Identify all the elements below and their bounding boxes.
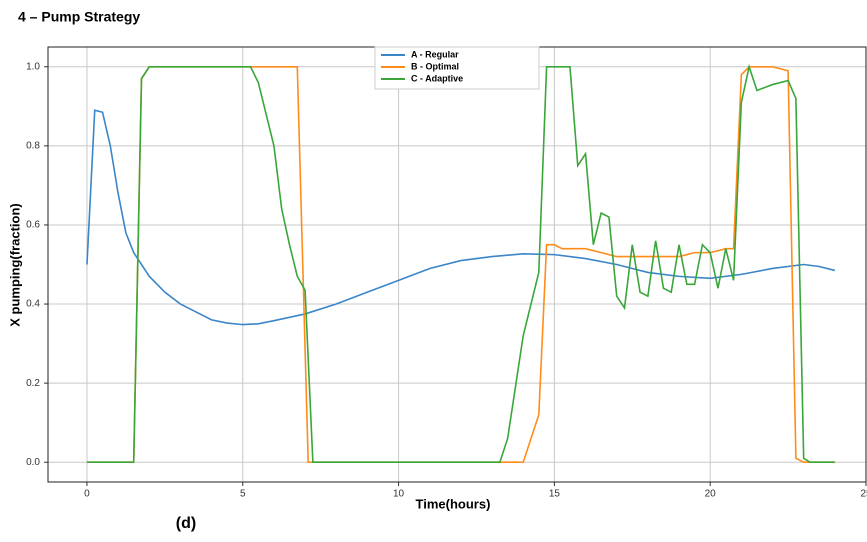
y-tick-label: 0.8 <box>26 141 40 152</box>
legend-label: A - Regular <box>411 49 459 59</box>
series-line <box>86 109 836 326</box>
x-tick-label: 10 <box>393 489 405 500</box>
caption: (d) <box>176 515 196 532</box>
chart-title: 4 – Pump Strategy <box>18 9 140 25</box>
x-tick-label: 5 <box>240 489 246 500</box>
x-tick-label: 25 <box>860 489 867 500</box>
y-tick-label: 1.0 <box>26 61 40 72</box>
legend-label: B - Optimal <box>411 61 459 71</box>
x-tick-label: 15 <box>549 489 561 500</box>
legend-label: C - Adaptive <box>411 73 463 83</box>
x-tick-label: 20 <box>705 489 717 500</box>
y-axis-label: X pumping(fraction) <box>7 203 22 327</box>
x-axis-label: Time(hours) <box>416 496 491 511</box>
series-line <box>86 63 835 464</box>
x-tick-label: 0 <box>84 489 90 500</box>
y-tick-label: 0.0 <box>26 457 40 468</box>
plot-frame <box>47 46 867 483</box>
series-line <box>86 65 835 464</box>
y-tick-label: 0.6 <box>26 220 40 231</box>
y-tick-label: 0.4 <box>26 299 40 310</box>
y-tick-label: 0.2 <box>26 378 40 389</box>
